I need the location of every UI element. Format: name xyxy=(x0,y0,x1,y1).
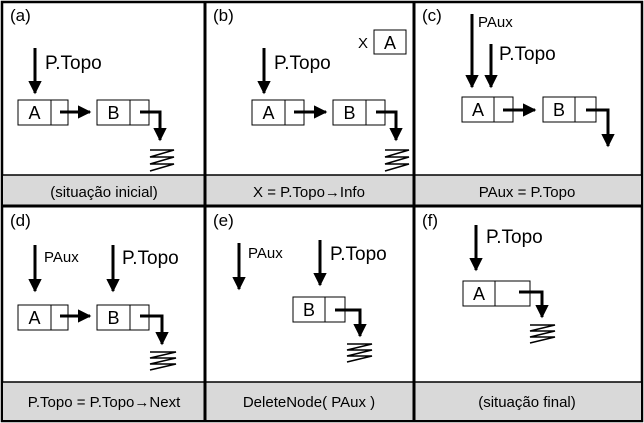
node-b: B xyxy=(96,99,150,126)
null-arrow xyxy=(140,110,167,142)
pointer-label-ptopo: P.Topo xyxy=(330,244,387,265)
variable-name: X xyxy=(358,35,368,52)
ground-symbol xyxy=(149,351,177,371)
variable-value: A xyxy=(384,33,396,53)
caption: (situação final) xyxy=(478,394,576,411)
ground-symbol xyxy=(346,343,373,363)
pointer-label-ptopo: P.Topo xyxy=(499,44,556,65)
null-arrow xyxy=(519,290,549,319)
null-arrow xyxy=(376,110,403,142)
panel-e: (e) PAux P.Topo B DeleteNode( PAux ) xyxy=(213,211,387,411)
variable-box xyxy=(373,29,407,55)
node-a: A xyxy=(251,99,305,126)
pointer-label-paux: PAux xyxy=(478,14,513,31)
ground-symbol xyxy=(384,149,410,172)
panel-label: (f) xyxy=(422,211,438,230)
pointer-label-ptopo: P.Topo xyxy=(122,248,179,269)
panel-label: (d) xyxy=(10,211,31,230)
node-value: A xyxy=(28,103,40,123)
ground-symbol xyxy=(149,149,175,172)
pointer-label-paux: PAux xyxy=(248,245,283,262)
panel-label: (c) xyxy=(422,6,442,25)
caption: DeleteNode( PAux ) xyxy=(243,394,375,411)
caption: P.Topo = P.Topo→Next xyxy=(28,394,181,411)
caption-bar-top xyxy=(3,175,641,206)
pointer-label-ptopo: P.Topo xyxy=(486,227,543,248)
ground-symbol xyxy=(529,324,556,344)
pointer-label-paux: PAux xyxy=(44,249,79,266)
caption: X = P.Topo→Info xyxy=(253,184,365,201)
panel-b: (b) X A P.Topo A B X = P.Topo→Info xyxy=(213,6,410,201)
node-a: A xyxy=(17,99,69,126)
caption: (situação inicial) xyxy=(50,184,158,201)
panel-label: (a) xyxy=(10,6,31,25)
panel-d: (d) PAux P.Topo A B P.Topo = P.Topo→Next xyxy=(10,211,181,411)
panel-a: (a) P.Topo A B (situação inicial) xyxy=(10,6,175,201)
panel-label: (b) xyxy=(213,6,234,25)
node-value: B xyxy=(303,300,315,320)
null-arrow xyxy=(586,108,615,148)
node-b: B xyxy=(292,296,346,323)
pointer-label-ptopo: P.Topo xyxy=(274,53,331,74)
panel-f: (f) P.Topo A (situação final) xyxy=(422,211,576,411)
node-b: B xyxy=(542,96,597,123)
caption: PAux = P.Topo xyxy=(479,184,576,201)
node-b: B xyxy=(96,304,150,331)
caption-bar-bottom xyxy=(3,382,641,420)
node-value: B xyxy=(107,103,119,123)
panel-c: (c) PAux P.Topo A B PAux = P.Topo xyxy=(422,6,615,201)
pointer-label-ptopo: P.Topo xyxy=(45,53,102,74)
null-arrow xyxy=(140,314,169,346)
panel-label: (e) xyxy=(213,211,234,230)
node-value: A xyxy=(28,308,40,328)
node-value: B xyxy=(343,103,355,123)
node-value: B xyxy=(553,100,565,120)
node-a: A xyxy=(17,304,69,331)
node-value: A xyxy=(473,284,485,304)
node-value: A xyxy=(262,103,274,123)
null-arrow xyxy=(335,308,367,338)
node-value: A xyxy=(472,100,484,120)
node-b: B xyxy=(332,99,386,126)
node-value: B xyxy=(107,308,119,328)
